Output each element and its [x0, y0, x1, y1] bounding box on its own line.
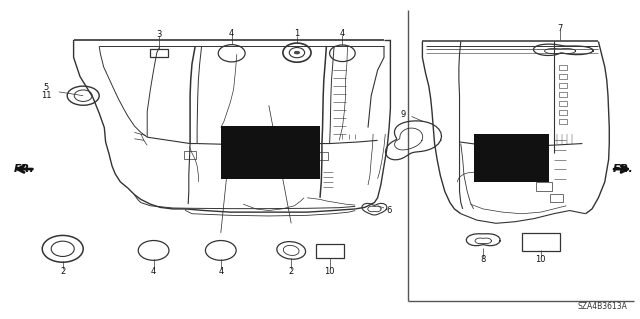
- Text: 10: 10: [536, 256, 546, 264]
- Text: 2: 2: [60, 267, 65, 276]
- Text: 4: 4: [218, 267, 223, 276]
- Bar: [559, 119, 567, 124]
- Bar: [221, 126, 320, 179]
- Bar: [316, 244, 344, 258]
- Text: FR.: FR.: [14, 164, 35, 174]
- Text: 6: 6: [387, 206, 392, 215]
- Bar: [559, 65, 567, 70]
- Text: 3: 3: [156, 30, 161, 39]
- Bar: [559, 110, 567, 115]
- Bar: [150, 49, 168, 57]
- Text: 10: 10: [324, 267, 335, 276]
- Text: 1: 1: [294, 29, 300, 38]
- Text: 7: 7: [557, 24, 563, 33]
- Bar: [316, 152, 328, 160]
- Bar: [550, 194, 563, 202]
- Text: 4: 4: [151, 267, 156, 276]
- Text: 4: 4: [229, 29, 234, 38]
- Circle shape: [294, 51, 300, 54]
- Text: FR.: FR.: [613, 164, 634, 174]
- Text: 8: 8: [481, 256, 486, 264]
- Bar: [536, 182, 552, 191]
- Bar: [559, 92, 567, 97]
- Text: 11: 11: [41, 91, 51, 100]
- Bar: [522, 233, 560, 251]
- Bar: [184, 151, 196, 159]
- Text: 9: 9: [401, 110, 406, 119]
- Text: SZA4B3613A: SZA4B3613A: [577, 302, 627, 311]
- Text: 4: 4: [340, 29, 345, 38]
- Bar: [559, 83, 567, 88]
- Bar: [559, 101, 567, 106]
- Text: 5: 5: [44, 83, 49, 92]
- Bar: [474, 134, 549, 182]
- Bar: [559, 74, 567, 79]
- Text: 2: 2: [289, 267, 294, 276]
